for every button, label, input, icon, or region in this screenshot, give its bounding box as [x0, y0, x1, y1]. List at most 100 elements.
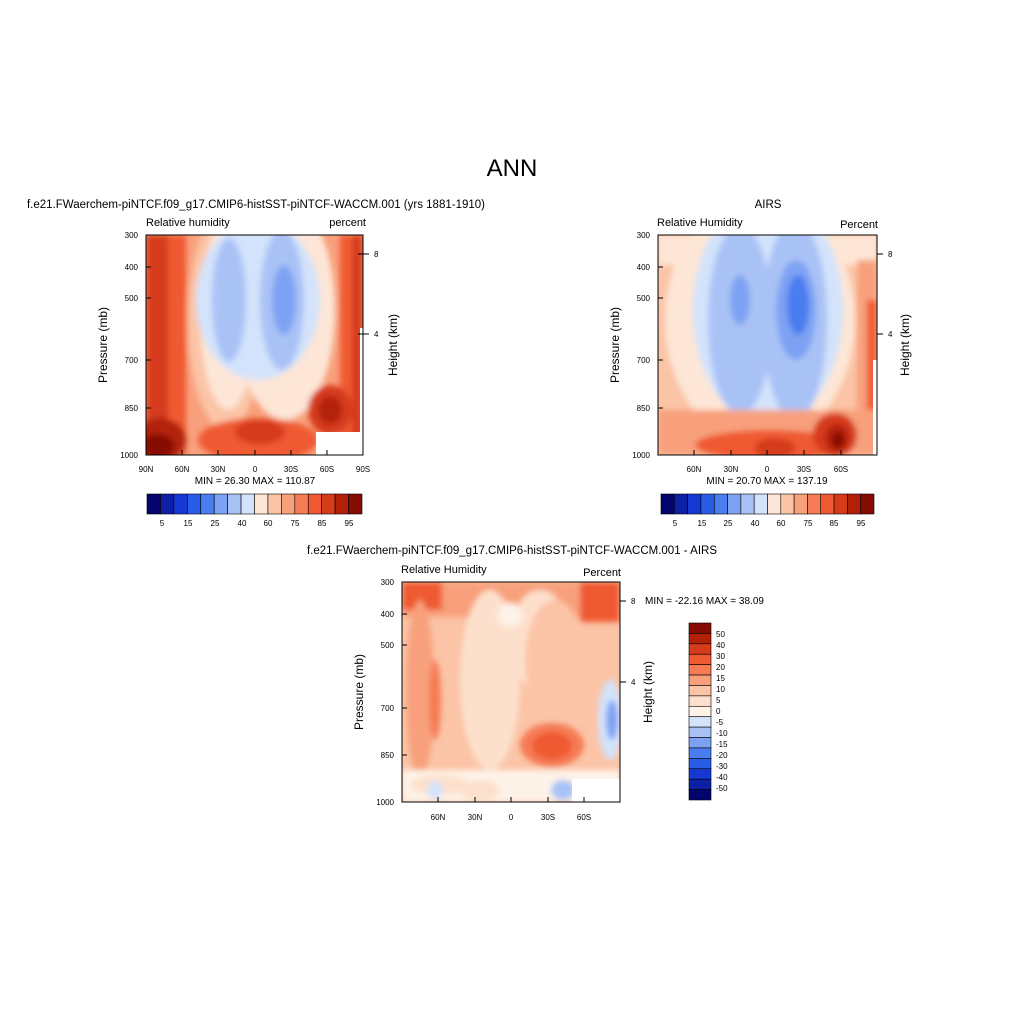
right-tick-label: 4: [631, 678, 636, 687]
colorbar-swatch: [688, 685, 712, 697]
colorbar-swatch: [674, 493, 688, 515]
y-tick-label: 850: [381, 751, 395, 760]
right-tick-label: 8: [374, 250, 379, 259]
colorbar-swatch: [688, 705, 712, 718]
colorbar-label: 25: [724, 519, 733, 528]
colorbar-label: 75: [804, 519, 813, 528]
right-tick-label: 8: [631, 597, 636, 606]
colorbar-label: 5: [716, 696, 721, 705]
y-tick-label: 400: [125, 263, 139, 272]
x-tick-label: 60S: [577, 813, 591, 822]
y-tick-label: 400: [381, 610, 395, 619]
colorbar-swatch: [688, 674, 712, 686]
colorbar-label: 0: [716, 707, 721, 716]
stats-text: MIN = 20.70 MAX = 137.19: [706, 476, 828, 487]
colorbar-swatch: [213, 493, 228, 515]
panel-left-label: Relative Humidity: [657, 217, 743, 229]
x-tick-label: 60S: [320, 465, 334, 474]
colorbar-label: -20: [716, 751, 728, 760]
y-tick-label: 300: [125, 231, 139, 240]
colorbar-label: 75: [291, 519, 300, 528]
colorbar-swatch: [688, 747, 712, 759]
y-tick-marks: [146, 253, 363, 409]
colorbar-swatch: [688, 737, 712, 749]
x-tick-marks: [693, 450, 842, 455]
x-ticks: 60N 30N 0 30S 60S: [687, 450, 848, 474]
x-tick-label: 30S: [284, 465, 298, 474]
colorbar-swatch: [688, 758, 712, 770]
panel-right-label: Percent: [583, 567, 621, 579]
colorbar-label: 40: [716, 641, 725, 650]
colorbar-swatches: [688, 622, 712, 801]
y-tick-label: 700: [125, 356, 139, 365]
y-tick-marks: [658, 266, 663, 409]
panel-left-label: Relative Humidity: [401, 564, 487, 576]
y-tick-label: 700: [637, 356, 651, 365]
colorbar-swatch: [820, 493, 835, 515]
colorbar-label: 30: [716, 652, 725, 661]
y-tick-label: 1000: [632, 451, 650, 460]
x-tick-label: 0: [253, 465, 258, 474]
colorbar-swatch: [267, 493, 282, 515]
colorbar-label: 5: [673, 519, 678, 528]
colorbar-swatch: [688, 695, 712, 707]
colorbar-label: 20: [716, 663, 725, 672]
y-tick-label: 850: [637, 404, 651, 413]
colorbar-swatch: [173, 493, 188, 515]
colorbar-label: 85: [830, 519, 839, 528]
colorbar-swatch: [688, 768, 712, 780]
y-ticks: 300 400 500 700 850 1000 8 4: [120, 231, 379, 460]
colorbar-swatch: [740, 493, 755, 515]
panel-title: f.e21.FWaerchem-piNTCF.f09_g17.CMIP6-his…: [307, 545, 717, 557]
x-tick-label: 30N: [724, 465, 739, 474]
panel-model: f.e21.FWaerchem-piNTCF.f09_g17.CMIP6-his…: [27, 199, 485, 528]
main-title: ANN: [487, 155, 538, 182]
y-tick-label: 500: [381, 641, 395, 650]
colorbar-swatch: [688, 778, 712, 790]
y-tick-marks: [402, 613, 407, 756]
panel-right-label: percent: [329, 217, 366, 229]
colorbar-swatch: [281, 493, 296, 515]
y-ticks: 300 400 500 700 850 1000 8 4: [632, 231, 893, 460]
panel-right-label: Percent: [840, 219, 878, 231]
x-tick-label: 90S: [356, 465, 370, 474]
x-tick-marks: [437, 797, 585, 802]
colorbar-swatch: [688, 789, 712, 801]
colorbar-swatch: [321, 493, 336, 515]
colorbar-swatch: [807, 493, 822, 515]
colorbar-label: -30: [716, 762, 728, 771]
colorbar: 50 40 30 20 15 10 5 0 -5 -10 -15 -20 -30…: [688, 622, 728, 801]
colorbar-label: 15: [184, 519, 193, 528]
colorbar-swatch: [688, 643, 712, 655]
colorbar-swatch: [688, 653, 712, 665]
colorbar: 5 15 25 40 60 75 85 95: [660, 493, 875, 528]
y-axis-label: Pressure (mb): [608, 307, 622, 383]
panel-left-label: Relative humidity: [146, 217, 230, 229]
colorbar-swatch: [334, 493, 349, 515]
colorbar-label: -50: [716, 784, 728, 793]
y-tick-label: 1000: [376, 798, 394, 807]
colorbar-label: 85: [318, 519, 327, 528]
x-tick-label: 90N: [139, 465, 154, 474]
right-tick-marks: [620, 600, 626, 683]
y-axis-right-label: Height (km): [641, 661, 655, 723]
colorbar-swatch: [688, 622, 712, 634]
x-tick-label: 30N: [468, 813, 483, 822]
x-tick-label: 60S: [834, 465, 848, 474]
colorbar-swatch: [160, 493, 175, 515]
x-tick-label: 30N: [211, 465, 226, 474]
colorbar-label: 25: [211, 519, 220, 528]
x-tick-label: 60N: [175, 465, 190, 474]
x-tick-label: 0: [765, 465, 770, 474]
colorbar-label: 15: [698, 519, 707, 528]
colorbar-swatch: [793, 493, 808, 515]
y-tick-label: 300: [381, 578, 395, 587]
x-tick-label: 30S: [797, 465, 811, 474]
colorbar-swatch: [227, 493, 242, 515]
colorbar-swatch: [307, 493, 322, 515]
x-tick-label: 60N: [687, 465, 702, 474]
colorbar-swatch: [254, 493, 269, 515]
colorbar-swatch: [688, 664, 712, 676]
y-tick-label: 500: [637, 294, 651, 303]
